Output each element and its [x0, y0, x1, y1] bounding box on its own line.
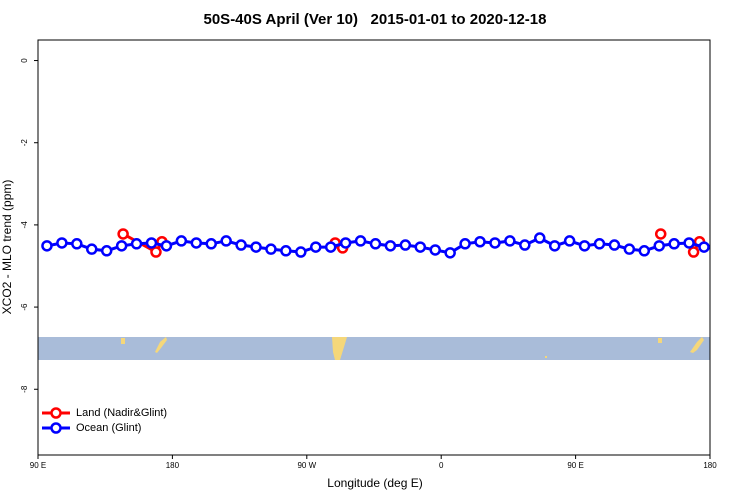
point — [86, 243, 98, 255]
point — [175, 235, 188, 247]
y-tick-label: 0 — [20, 58, 29, 63]
point — [130, 238, 143, 250]
chart-title: 50S-40S April (Ver 10) 2015-01-01 to 202… — [204, 11, 547, 28]
point — [698, 241, 710, 253]
point — [399, 239, 412, 251]
point — [534, 232, 546, 244]
x-tick-label: 0 — [439, 461, 444, 470]
land-patch — [332, 337, 347, 360]
point — [638, 245, 651, 257]
ocean-strip — [38, 337, 710, 360]
point — [71, 238, 83, 250]
y-tick-label: -2 — [20, 139, 29, 147]
x-tick-label: 180 — [166, 461, 180, 470]
y-tick-label: -8 — [20, 385, 29, 393]
point — [429, 244, 441, 256]
x-tick-label: 90 E — [567, 461, 583, 470]
point — [41, 240, 53, 252]
point — [235, 239, 247, 251]
point — [623, 243, 636, 255]
point — [310, 241, 322, 253]
point — [369, 238, 382, 250]
point — [100, 245, 113, 257]
point — [608, 239, 621, 251]
x-axis-label: Longitude (deg E) — [327, 476, 422, 490]
point — [145, 237, 158, 249]
point — [563, 235, 576, 247]
point — [683, 237, 695, 249]
legend-marker — [50, 407, 62, 419]
point — [354, 235, 367, 247]
point — [280, 245, 292, 257]
point — [117, 228, 129, 240]
land-patch — [690, 337, 704, 353]
point — [504, 235, 516, 247]
point — [339, 237, 352, 249]
point — [250, 241, 262, 253]
point — [687, 246, 700, 258]
land-patch — [155, 337, 167, 353]
point — [295, 246, 307, 258]
point — [444, 247, 456, 259]
land-patch — [658, 338, 662, 343]
point — [414, 241, 427, 253]
point — [220, 235, 232, 247]
legend-label: Ocean (Glint) — [76, 422, 141, 434]
point — [459, 238, 471, 250]
point — [489, 237, 501, 249]
point — [654, 228, 667, 240]
point — [115, 240, 128, 252]
point — [593, 238, 606, 250]
y-tick-label: -6 — [20, 303, 29, 311]
point — [548, 240, 561, 252]
point — [384, 240, 397, 252]
plot-frame — [37, 39, 711, 456]
x-tick-label: 180 — [703, 461, 717, 470]
land-patch — [545, 356, 547, 358]
point — [265, 243, 277, 255]
land-patch — [121, 338, 125, 344]
legend: Land (Nadir&Glint) Ocean (Glint) — [42, 407, 167, 434]
point — [150, 246, 162, 258]
point — [324, 241, 337, 253]
point — [653, 240, 665, 252]
point — [578, 240, 591, 252]
legend-label: Land (Nadir&Glint) — [76, 407, 167, 419]
point — [190, 237, 203, 249]
y-axis-label: XCO2 - MLO trend (ppm) — [0, 180, 14, 315]
point — [474, 235, 486, 248]
point — [56, 237, 68, 249]
map-strip — [38, 337, 710, 360]
legend-marker — [50, 422, 62, 434]
point — [160, 240, 173, 252]
point — [668, 238, 680, 250]
point — [519, 239, 531, 251]
point — [205, 238, 217, 250]
x-tick-label: 90 E — [30, 461, 46, 470]
y-tick-label: -4 — [20, 221, 29, 229]
x-tick-label: 90 W — [297, 461, 316, 470]
